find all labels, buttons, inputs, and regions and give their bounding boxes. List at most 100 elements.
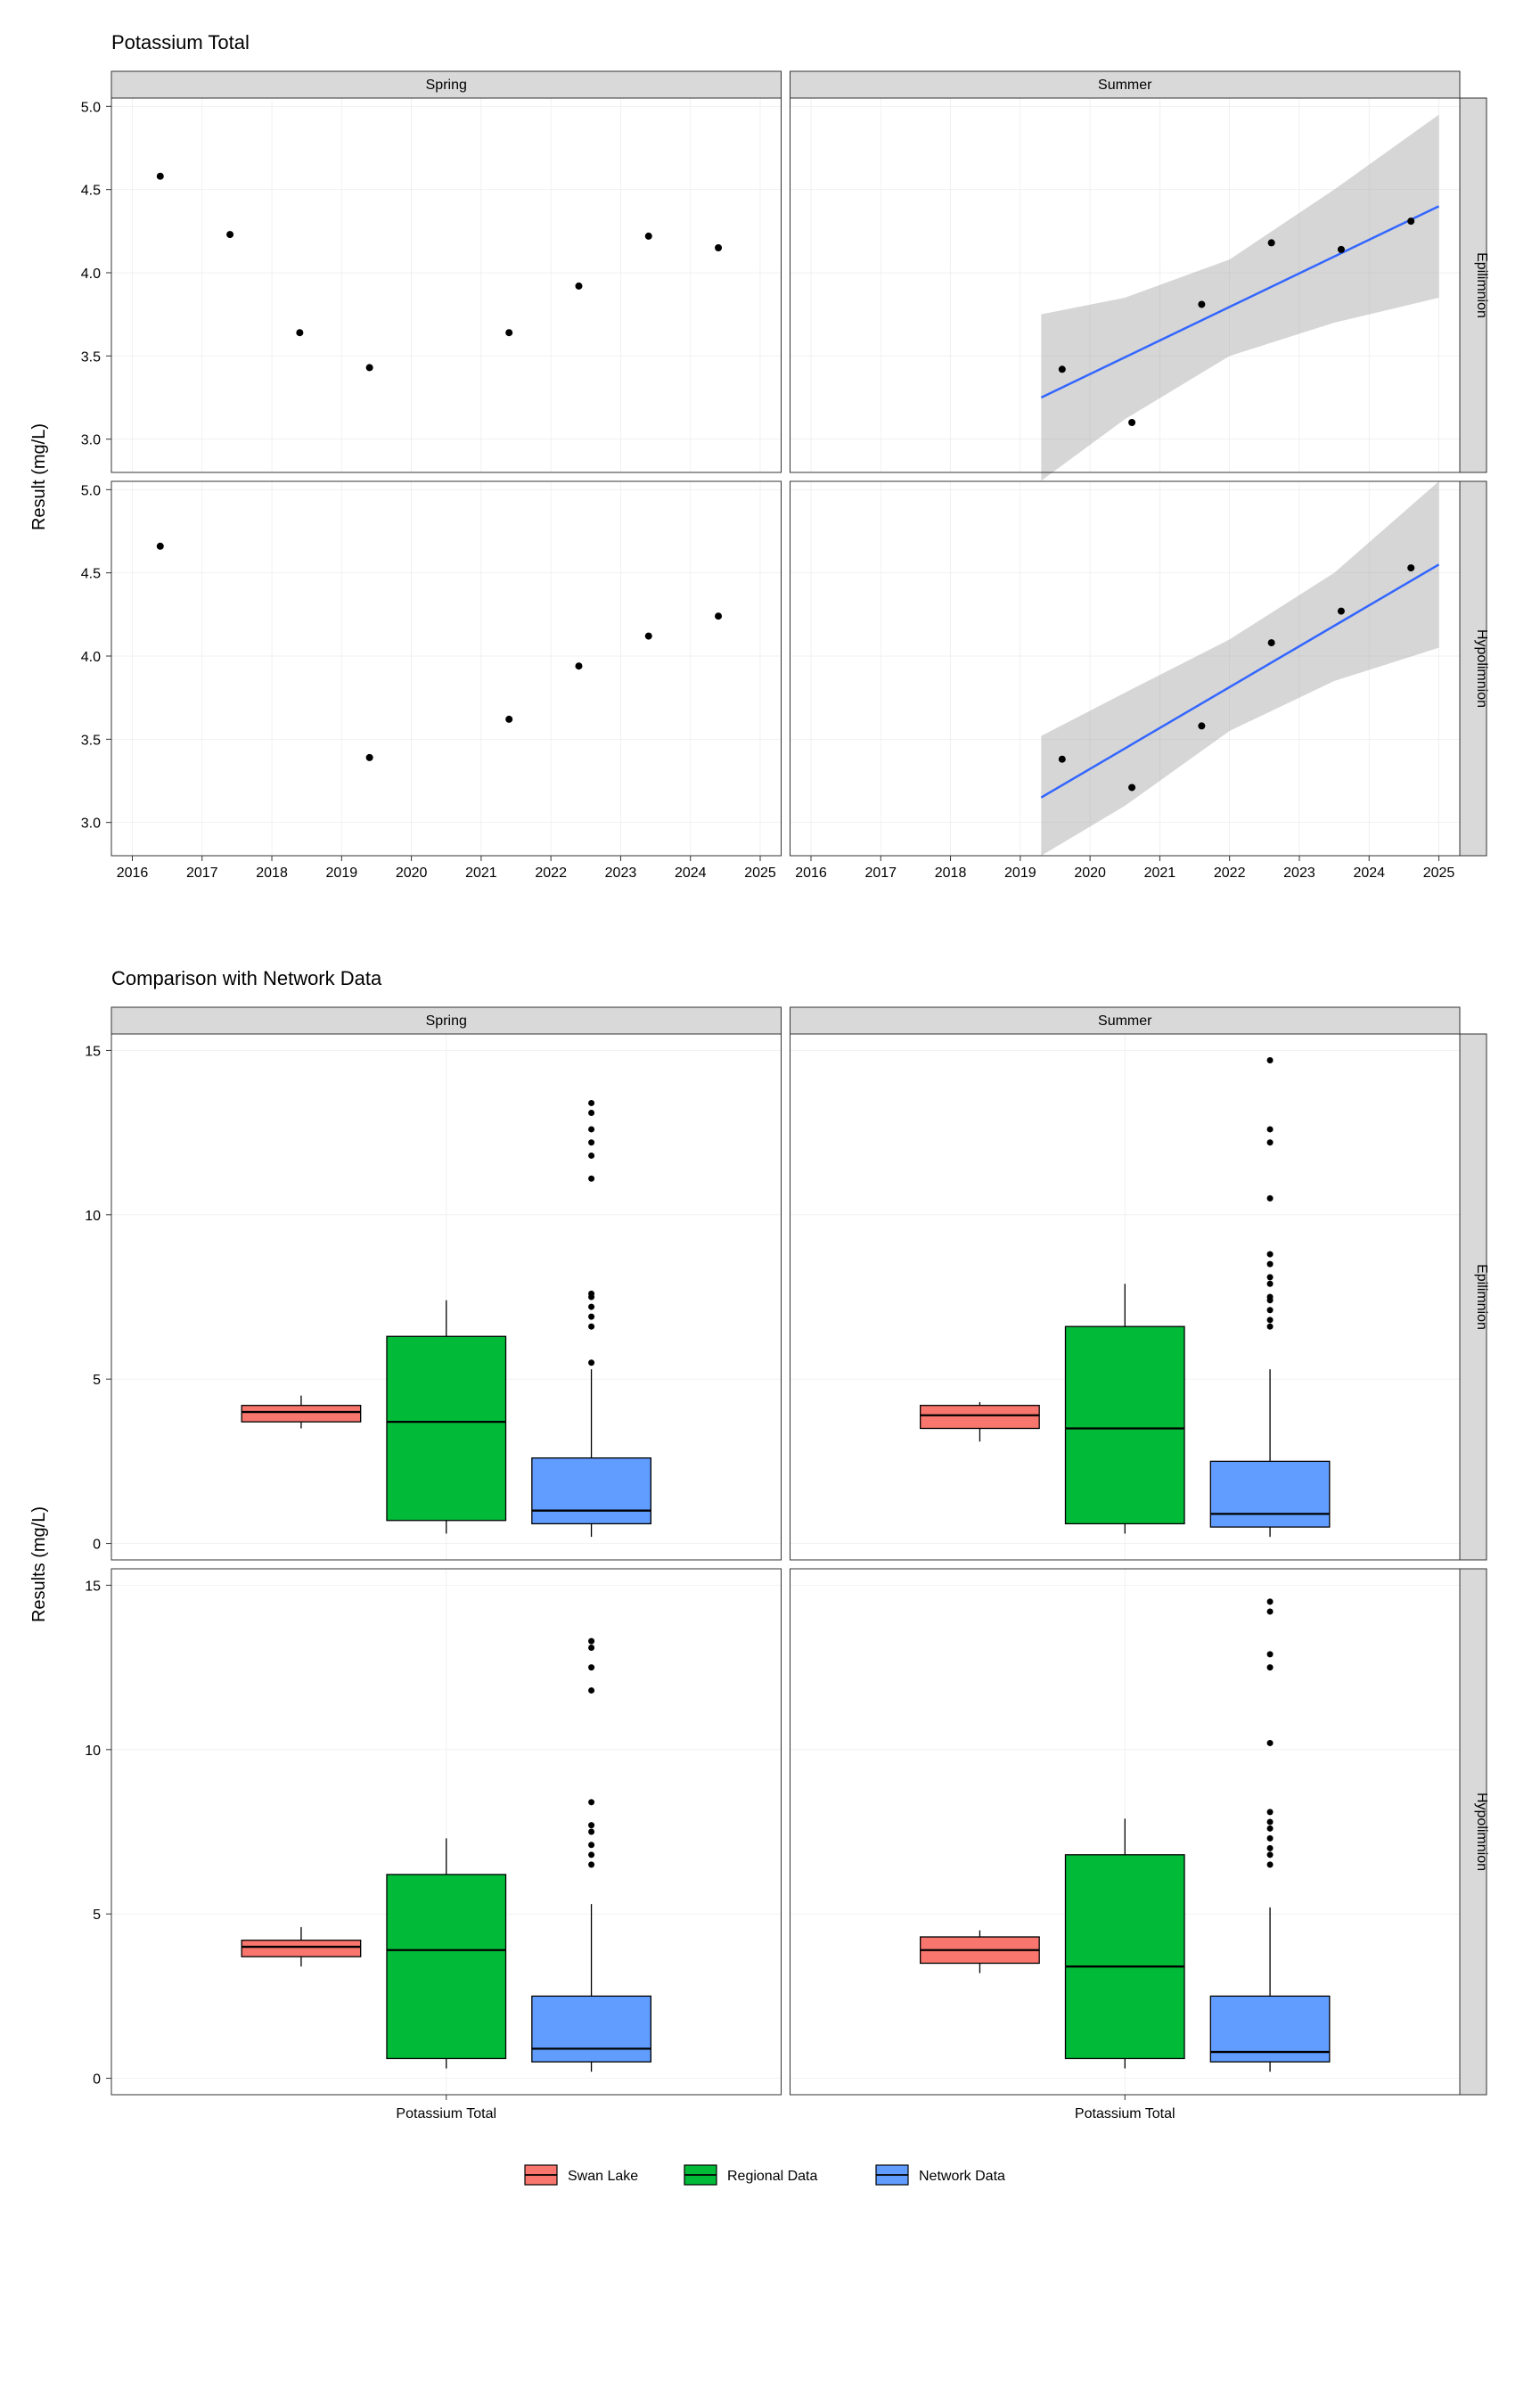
outlier <box>1267 1274 1274 1280</box>
outlier <box>588 1687 594 1694</box>
box-facet-col-label: Spring <box>426 1013 467 1029</box>
x-tick: 2018 <box>256 866 288 881</box>
outlier <box>588 1359 594 1366</box>
box-facet-col-label: Summer <box>1098 1013 1152 1029</box>
outlier <box>1267 1826 1274 1832</box>
box-y-tick: 15 <box>85 1579 101 1594</box>
data-point <box>505 716 512 723</box>
outlier <box>588 1638 594 1645</box>
box-panel-summer_epi <box>790 1034 1461 1560</box>
box-y-tick: 0 <box>93 1538 101 1553</box>
outlier <box>1267 1608 1274 1614</box>
outlier <box>1267 1126 1274 1132</box>
data-point <box>157 543 164 550</box>
x-tick: 2024 <box>675 866 707 881</box>
box <box>532 1458 651 1524</box>
data-point <box>226 231 233 238</box>
outlier <box>1267 1598 1274 1604</box>
box-y-tick: 5 <box>93 1373 101 1388</box>
data-point <box>1338 246 1345 253</box>
data-point <box>575 662 582 669</box>
x-tick: 2024 <box>1353 866 1385 881</box>
facet-row-label: Epilimnion <box>1474 252 1489 318</box>
scatter-panel-spring_hypo <box>111 481 782 856</box>
box-y-tick: 10 <box>85 1209 101 1224</box>
x-tick: 2021 <box>1144 866 1176 881</box>
data-point <box>1338 608 1345 615</box>
box <box>1210 1461 1330 1527</box>
box-panel-spring_epi <box>111 1034 782 1560</box>
data-point <box>645 233 652 240</box>
data-point <box>715 244 722 251</box>
outlier <box>588 1100 594 1106</box>
x-tick: 2020 <box>396 866 428 881</box>
outlier <box>1267 1307 1274 1313</box>
outlier <box>1267 1324 1274 1330</box>
box <box>242 1406 361 1422</box>
x-tick: 2025 <box>1423 866 1455 881</box>
x-tick: 2019 <box>326 866 358 881</box>
data-point <box>296 329 303 336</box>
outlier <box>588 1851 594 1858</box>
data-point <box>1128 419 1135 426</box>
box-y-tick: 15 <box>85 1044 101 1059</box>
box-panel-spring_hypo <box>111 1569 782 2095</box>
outlier <box>1267 1261 1274 1268</box>
outlier <box>588 1139 594 1145</box>
scatter-panel-summer_hypo <box>790 481 1461 856</box>
outlier <box>588 1153 594 1159</box>
outlier <box>588 1645 594 1651</box>
y-tick: 3.5 <box>81 733 101 748</box>
outlier <box>1267 1818 1274 1825</box>
x-tick: 2017 <box>864 866 897 881</box>
data-point <box>715 612 722 620</box>
outlier <box>1267 1740 1274 1746</box>
y-tick: 5.0 <box>81 100 101 115</box>
data-point <box>1128 784 1135 791</box>
outlier <box>588 1324 594 1330</box>
y-tick: 4.0 <box>81 267 101 282</box>
box-y-tick: 5 <box>93 1908 101 1923</box>
outlier <box>588 1822 594 1828</box>
x-tick: 2016 <box>117 866 149 881</box>
x-tick: 2018 <box>935 866 967 881</box>
outlier <box>1267 1281 1274 1287</box>
data-point <box>1268 239 1275 246</box>
x-tick: 2025 <box>744 866 776 881</box>
outlier <box>1267 1835 1274 1842</box>
box <box>387 1875 506 2059</box>
facet-row-label: Hypolimnion <box>1474 629 1489 708</box>
outlier <box>588 1842 594 1848</box>
scatter-panel-summer_epi <box>790 98 1461 480</box>
facet-col-label: Spring <box>426 78 467 93</box>
y-tick: 4.5 <box>81 184 101 199</box>
y-tick: 5.0 <box>81 483 101 498</box>
x-tick: 2022 <box>1214 866 1246 881</box>
x-tick: 2022 <box>535 866 567 881</box>
legend-label: Regional Data <box>727 2169 818 2184</box>
outlier <box>1267 1861 1274 1867</box>
legend-label: Network Data <box>919 2169 1005 2184</box>
data-point <box>1059 756 1066 763</box>
x-tick: 2016 <box>795 866 827 881</box>
data-point <box>157 173 164 180</box>
box-y-tick: 10 <box>85 1744 101 1759</box>
scatter-y-label: Result (mg/L) <box>29 423 49 530</box>
data-point <box>1198 300 1205 308</box>
data-point <box>645 633 652 640</box>
box-x-tick: Potassium Total <box>1075 2106 1175 2121</box>
outlier <box>588 1110 594 1116</box>
outlier <box>588 1126 594 1132</box>
box-facet-row-label: Hypolimnion <box>1474 1793 1489 1871</box>
data-point <box>575 283 582 290</box>
data-point <box>366 754 373 761</box>
y-tick: 3.0 <box>81 816 101 832</box>
box-y-label: Results (mg/L) <box>29 1506 49 1622</box>
box-x-tick: Potassium Total <box>396 2106 496 2121</box>
outlier <box>1267 1139 1274 1145</box>
y-tick: 4.5 <box>81 567 101 582</box>
data-point <box>366 364 373 371</box>
box-panel-summer_hypo <box>790 1569 1461 2095</box>
x-tick: 2021 <box>465 866 497 881</box>
data-point <box>1059 365 1066 373</box>
